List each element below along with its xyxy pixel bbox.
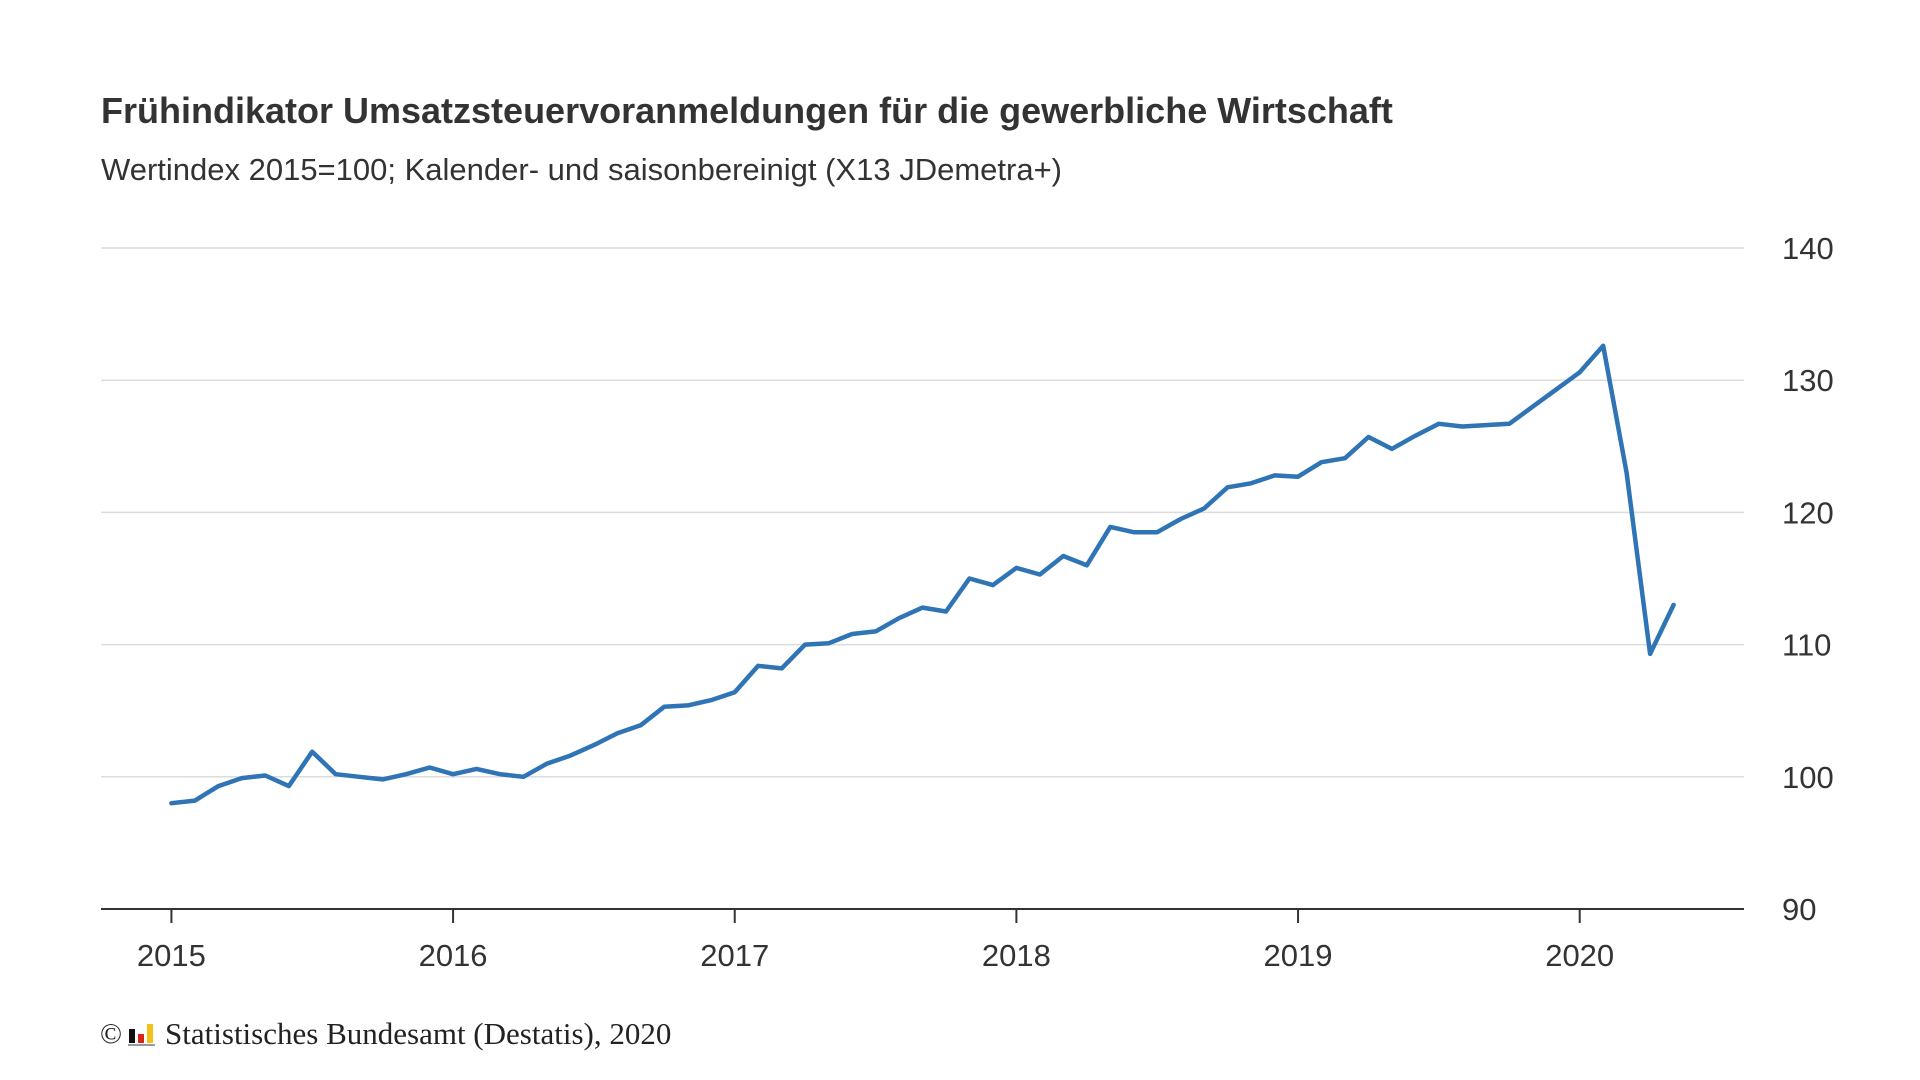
x-tick-label-2017: 2017 [700,938,769,973]
source-footer: © Statistisches Bundesamt (Destatis), 20… [100,1016,671,1052]
destatis-logo-icon [128,1019,156,1046]
y-tick-label-130: 130 [1782,363,1834,398]
x-tick-label-2016: 2016 [419,938,488,973]
series-line-0 [169,343,1676,806]
y-tick-label-90: 90 [1782,892,1816,927]
source-text: Statistisches Bundesamt (Destatis), 2020 [165,1016,672,1051]
y-tick-label-100: 100 [1782,760,1834,795]
x-tick-label-2015: 2015 [137,938,206,973]
x-tick-label-2019: 2019 [1264,938,1333,973]
x-tick-label-2020: 2020 [1545,938,1614,973]
y-tick-label-110: 110 [1782,628,1831,663]
y-tick-label-140: 140 [1782,231,1834,266]
chart-subtitle: Wertindex 2015=100; Kalender- und saison… [101,152,1062,187]
chart-title: Frühindikator Umsatzsteuervoranmeldungen… [101,90,1393,131]
copyright-symbol: © [100,1017,123,1050]
x-tick-label-2018: 2018 [982,938,1051,973]
y-tick-label-120: 120 [1782,495,1834,530]
